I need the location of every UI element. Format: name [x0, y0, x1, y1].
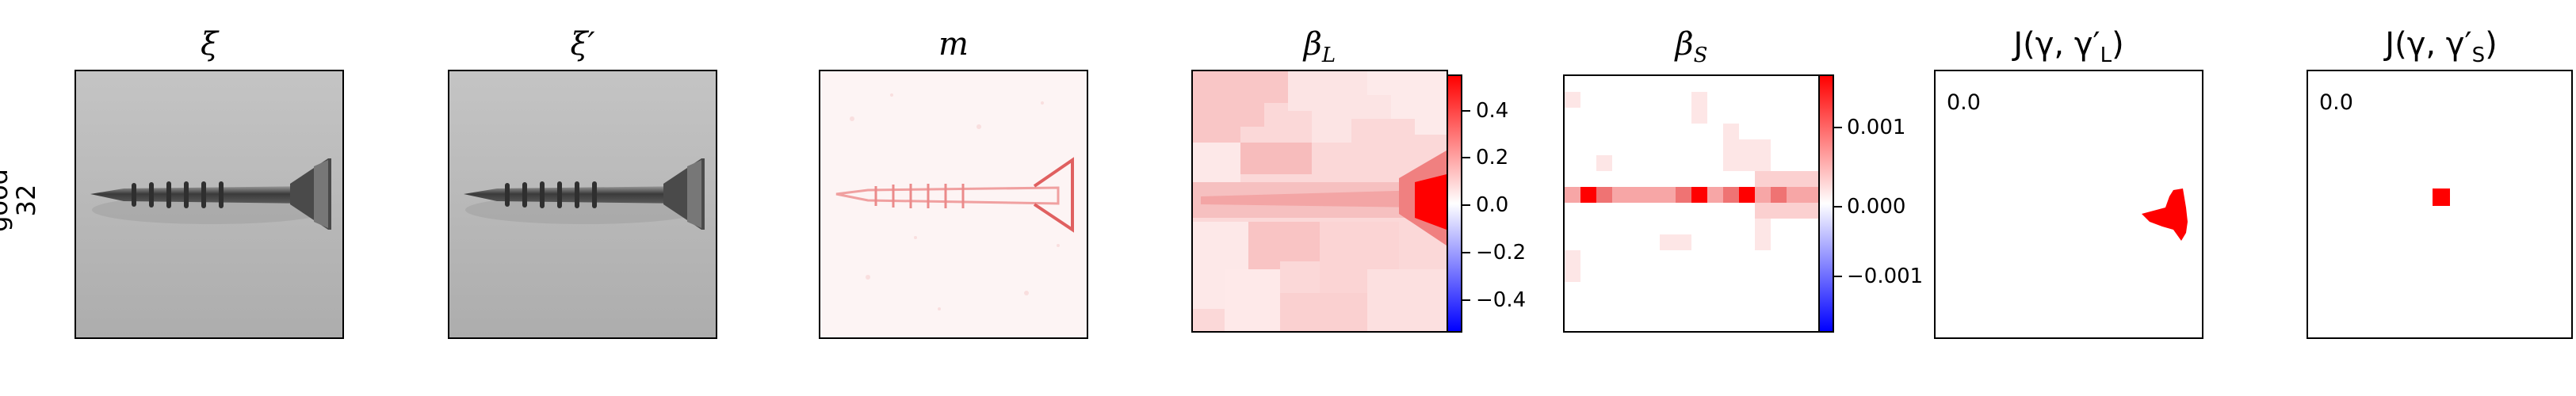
image-panel-xi: [75, 70, 344, 339]
colorbar-l-tick-2: [1462, 204, 1470, 206]
panel-title-j-s: J(γ, γ′S): [2385, 26, 2498, 67]
colorbar-l-tick-label-4: −0.4: [1476, 288, 1527, 312]
colorbar-l-tick-1: [1462, 157, 1470, 158]
colorbar-s-tick-1: [1834, 206, 1842, 208]
colorbar-l-tick-label-2: 0.0: [1476, 193, 1509, 217]
image-panel-m: [819, 70, 1088, 339]
colorbar-s-tick-0: [1834, 127, 1842, 128]
beta-l-heatmap: [1193, 71, 1447, 331]
image-panel-xi-prime: [448, 70, 717, 339]
panel-title-m: m: [938, 26, 969, 63]
colorbar-l-tick-0: [1462, 110, 1470, 112]
mask-panel-j-l: 0.0: [1934, 70, 2203, 339]
colorbar-s-tick-label-0: 0.001: [1847, 116, 1906, 139]
row-label-index: 32: [11, 184, 42, 217]
mask-heatmap: [820, 71, 1087, 337]
panel-title-xi-prime: ξ′: [570, 26, 595, 63]
colorbar-l-tick-label-3: −0.2: [1476, 241, 1527, 265]
colorbar-l-tick-label-0: 0.4: [1476, 99, 1509, 123]
panel-title-beta-l: βL: [1303, 26, 1336, 67]
colorbar-l-tick-3: [1462, 252, 1470, 253]
row-label: good 32: [0, 165, 48, 236]
heatmap-panel-beta-s: [1563, 74, 1820, 333]
j-l-mask: [2142, 188, 2188, 241]
colorbar-l-tick-4: [1462, 299, 1470, 301]
colorbar-s-tick-label-1: 0.000: [1847, 195, 1906, 219]
colorbar-l-tick-label-1: 0.2: [1476, 146, 1509, 169]
colorbar-beta-l: [1447, 74, 1462, 333]
colorbar-s-tick-2: [1834, 276, 1842, 277]
j-s-mask-square: [2433, 188, 2450, 206]
panel-title-beta-s: βS: [1675, 26, 1708, 67]
heatmap-panel-beta-l: [1191, 70, 1448, 333]
colorbar-beta-s: [1818, 74, 1834, 333]
panel-title-xi: ξ: [200, 26, 219, 63]
j-l-value: 0.0: [1947, 90, 1981, 115]
mask-panel-j-s: 0.0: [2307, 70, 2573, 339]
colorbar-s-tick-label-2: −0.001: [1847, 265, 1924, 288]
screw-image-reconstruction: [449, 71, 716, 337]
beta-s-heatmap: [1565, 76, 1818, 331]
j-s-value: 0.0: [2319, 90, 2353, 115]
panel-title-j-l: J(γ, γ′L): [2013, 26, 2124, 67]
screw-image: [76, 71, 342, 337]
